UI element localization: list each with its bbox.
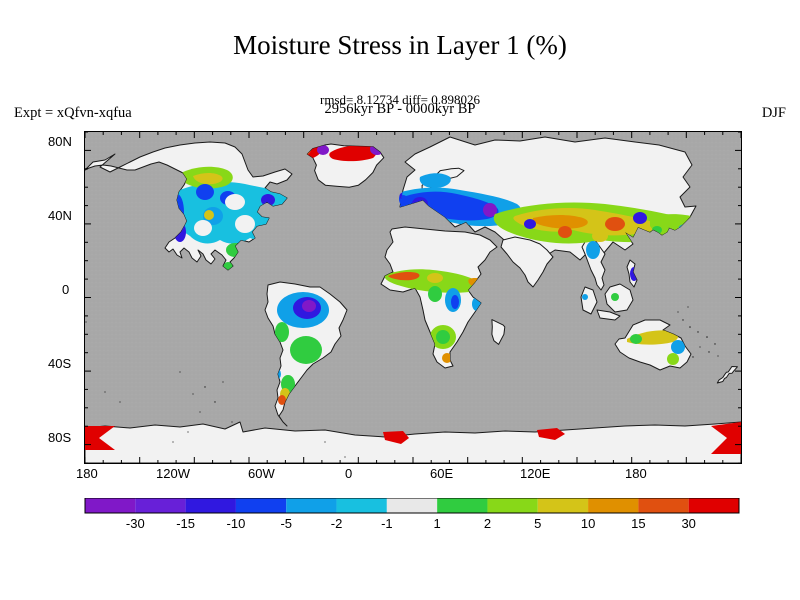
svg-text:-2: -2 [331,516,343,531]
svg-text:-5: -5 [280,516,292,531]
svg-text:2: 2 [484,516,491,531]
svg-text:-1: -1 [381,516,393,531]
svg-text:10: 10 [581,516,595,531]
svg-text:-10: -10 [227,516,246,531]
svg-text:1: 1 [434,516,441,531]
svg-text:-30: -30 [126,516,145,531]
svg-text:-15: -15 [176,516,195,531]
svg-text:5: 5 [534,516,541,531]
svg-text:15: 15 [631,516,645,531]
svg-text:30: 30 [681,516,695,531]
